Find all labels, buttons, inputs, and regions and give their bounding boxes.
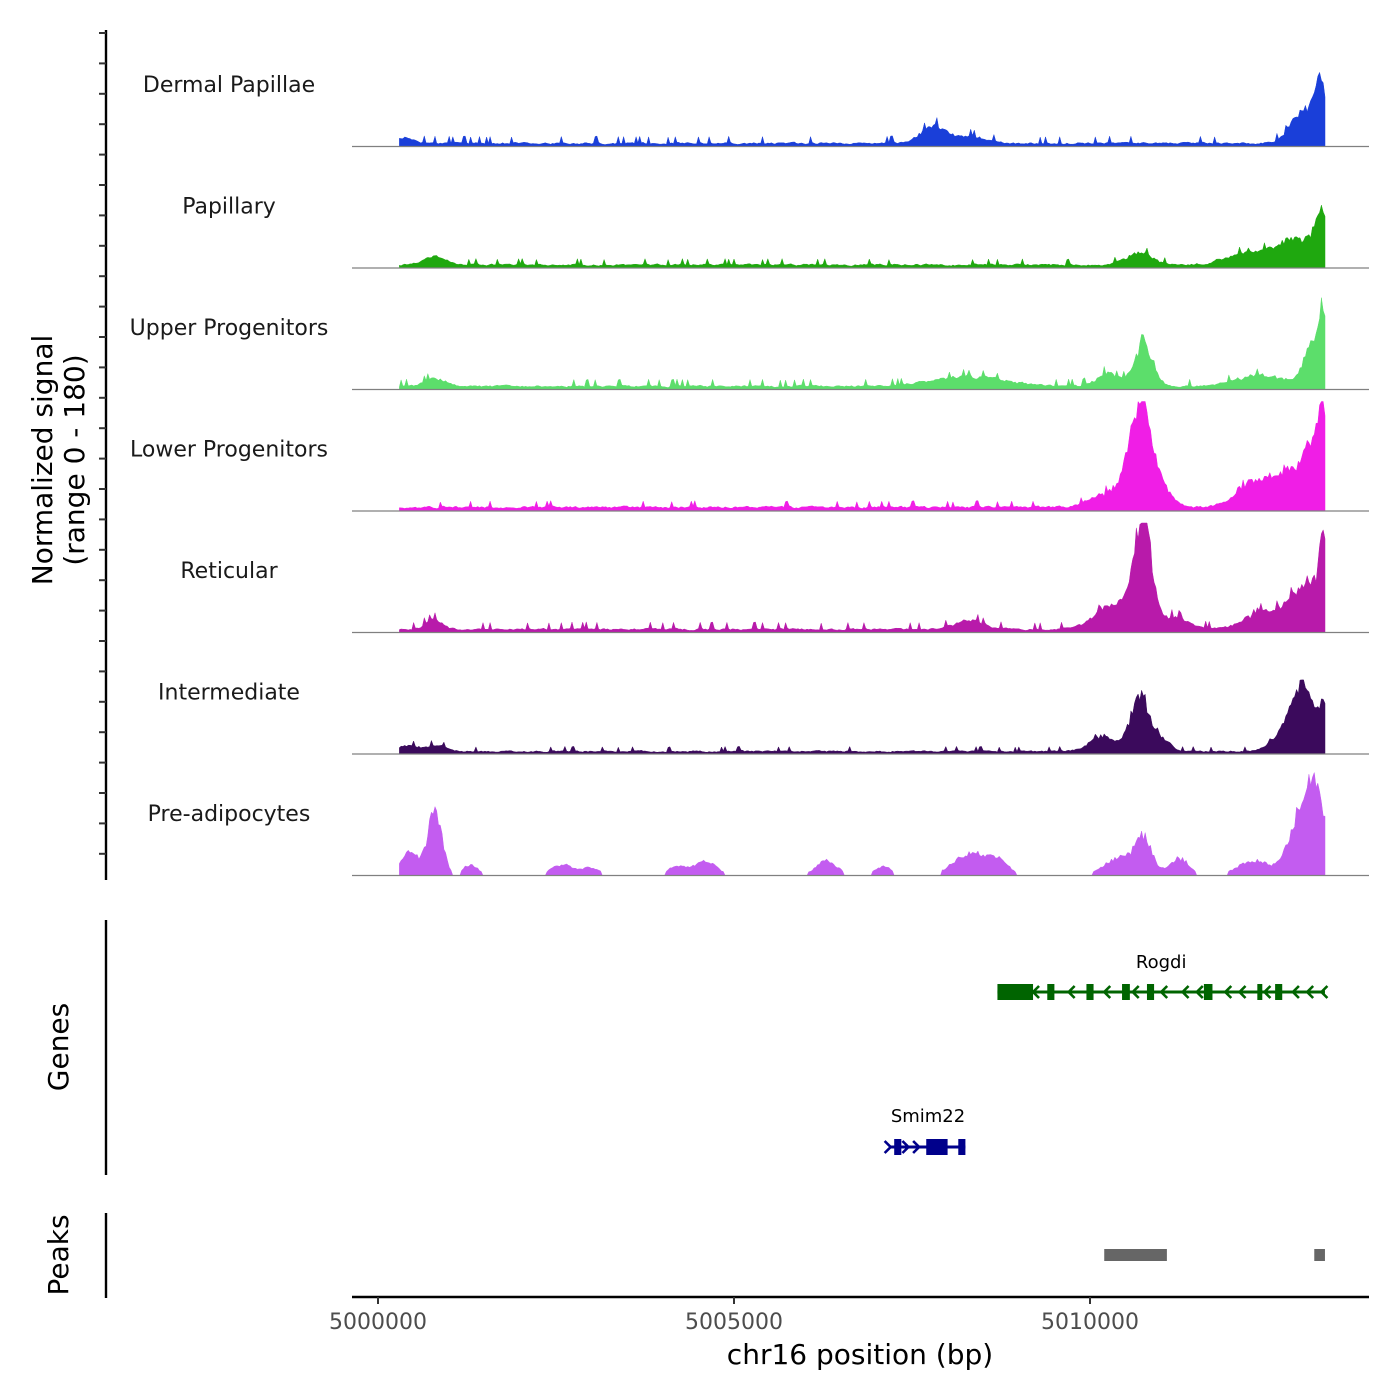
- x-tick-label: 5005000: [685, 1310, 783, 1335]
- track-pre-adipocytes: Pre-adipocytes: [148, 772, 1369, 877]
- strand-arrow: [1194, 985, 1204, 999]
- strand-arrow: [1180, 985, 1190, 999]
- coverage-tracks: Dermal Papillae Papillary Upper Progenitor…: [130, 71, 1369, 877]
- track-label: Intermediate: [158, 681, 300, 706]
- strand-arrow: [1066, 985, 1076, 999]
- strand-arrow: [901, 1140, 911, 1154]
- track-reticular: Reticular: [180, 522, 1369, 634]
- gene-label: Rogdi: [1136, 952, 1187, 973]
- x-tick-label: 5000000: [329, 1310, 427, 1335]
- track-dermal-papillae: Dermal Papillae: [143, 71, 1369, 148]
- track-papillary: Papillary: [182, 195, 1369, 269]
- gene-rogdi: Rogdi: [997, 952, 1329, 1000]
- peak-region: [1314, 1249, 1325, 1261]
- track-label: Pre-adipocytes: [148, 802, 311, 827]
- x-axis-ticks: 5000000 5005000 5010000: [329, 1297, 1139, 1335]
- gene-smim22: Smim22: [883, 1106, 966, 1155]
- track-label: Dermal Papillae: [143, 73, 315, 98]
- strand-arrow: [1031, 985, 1040, 999]
- strand-arrow: [883, 1140, 893, 1154]
- x-tick-label: 5010000: [1041, 1310, 1139, 1335]
- strand-arrow: [912, 1140, 921, 1154]
- peaks-track-title: Peaks: [42, 1214, 75, 1295]
- signal-axis-subtitle: (range 0 - 180): [58, 354, 91, 565]
- track-label: Upper Progenitors: [130, 316, 329, 341]
- gene-exon: [1257, 984, 1263, 1000]
- signal-area: [399, 400, 1326, 512]
- gene-exon: [1146, 984, 1155, 1000]
- x-axis-title: chr16 position (bp): [727, 1338, 993, 1371]
- gene-exon: [1275, 984, 1283, 1000]
- strand-arrow: [1305, 985, 1315, 999]
- gene-exon: [1122, 984, 1130, 1000]
- strand-arrow: [1102, 985, 1112, 999]
- signal-area: [399, 297, 1326, 390]
- peak-region: [1104, 1249, 1167, 1261]
- strand-arrow: [1159, 985, 1169, 999]
- strand-arrow: [1237, 985, 1247, 999]
- gene-exon: [997, 984, 1034, 1000]
- track-upper-progenitors: Upper Progenitors: [130, 297, 1369, 391]
- signal-y-ticks: [99, 32, 106, 855]
- signal-area: [399, 522, 1326, 633]
- signal-area: [399, 205, 1326, 269]
- strand-arrow: [1130, 985, 1140, 999]
- gene-exon: [926, 1139, 948, 1155]
- strand-arrow: [1291, 985, 1300, 999]
- signal-area: [399, 679, 1326, 755]
- peaks-track: [1104, 1249, 1325, 1261]
- track-lower-progenitors: Lower Progenitors: [130, 400, 1369, 512]
- gene-exon: [1047, 984, 1055, 1000]
- signal-area: [399, 772, 1326, 876]
- signal-axis-title: Normalized signal: [26, 335, 59, 586]
- gene-exon: [1086, 984, 1094, 1000]
- genes-track-title: Genes: [42, 1003, 75, 1091]
- strand-arrow: [1319, 985, 1329, 999]
- gene-annotation-track: Rogdi Smim22: [883, 952, 1329, 1155]
- track-label: Lower Progenitors: [130, 438, 328, 463]
- gene-label: Smim22: [891, 1106, 965, 1127]
- gene-exon: [958, 1139, 966, 1155]
- signal-area: [399, 71, 1326, 147]
- track-intermediate: Intermediate: [158, 679, 1369, 755]
- track-label: Papillary: [182, 195, 276, 220]
- track-label: Reticular: [180, 559, 278, 584]
- strand-arrow: [1262, 985, 1272, 999]
- gene-exon: [1203, 984, 1213, 1000]
- gene-exon: [894, 1139, 902, 1155]
- strand-arrow: [1223, 985, 1233, 999]
